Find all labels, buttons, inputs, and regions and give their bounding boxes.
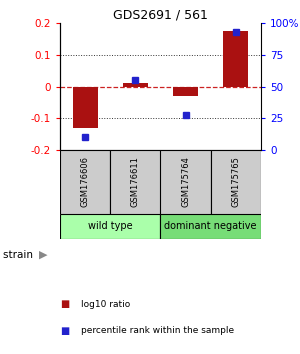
Bar	[110, 150, 160, 214]
Bar	[60, 214, 160, 239]
Text: dominant negative: dominant negative	[164, 221, 257, 231]
Bar	[211, 150, 261, 214]
Bar	[160, 150, 211, 214]
Text: wild type: wild type	[88, 221, 133, 231]
Text: ■: ■	[60, 326, 69, 336]
Text: GSM175764: GSM175764	[181, 156, 190, 207]
Text: ■: ■	[60, 299, 69, 309]
Text: GSM176606: GSM176606	[81, 156, 90, 207]
Bar	[173, 87, 198, 96]
Bar	[60, 150, 110, 214]
Bar	[223, 31, 248, 87]
Bar	[73, 87, 98, 128]
Title: GDS2691 / 561: GDS2691 / 561	[113, 9, 208, 22]
Text: ▶: ▶	[39, 250, 47, 260]
Text: log10 ratio: log10 ratio	[81, 300, 130, 309]
Text: GSM175765: GSM175765	[231, 156, 240, 207]
Text: GSM176611: GSM176611	[131, 156, 140, 207]
Text: strain: strain	[3, 250, 36, 260]
Text: percentile rank within the sample: percentile rank within the sample	[81, 326, 234, 336]
Bar	[160, 214, 261, 239]
Bar	[123, 84, 148, 87]
